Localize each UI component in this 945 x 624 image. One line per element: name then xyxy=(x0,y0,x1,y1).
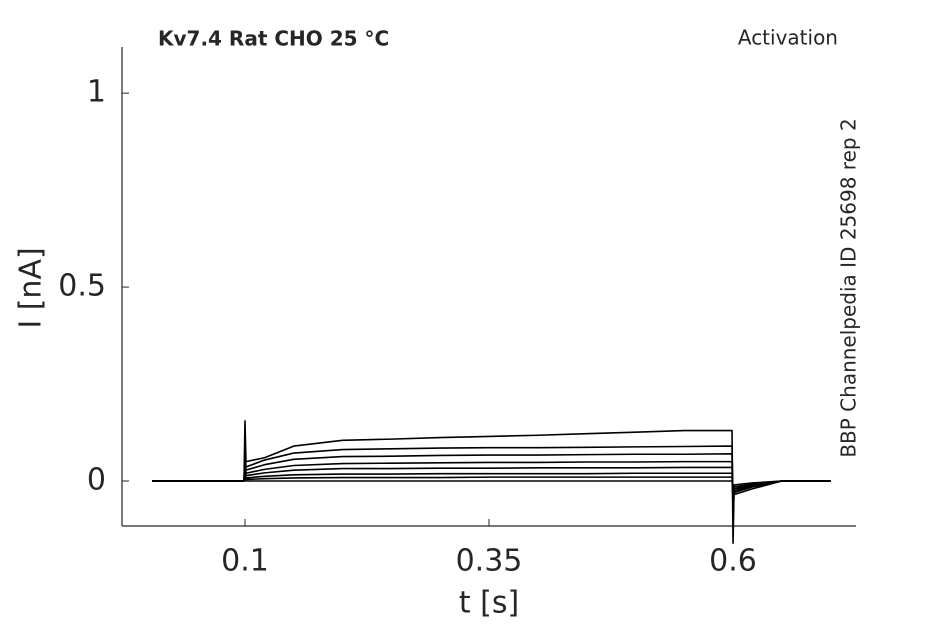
trace xyxy=(152,468,831,498)
y-axis-label: I [nA] xyxy=(14,247,49,328)
x-tick-label: 0.35 xyxy=(456,544,523,579)
x-tick-label: 0.1 xyxy=(221,544,269,579)
y-tick-label: 1 xyxy=(87,75,106,110)
chart-title: Kv7.4 Rat CHO 25 °C xyxy=(158,27,389,51)
y-tick-label: 0.5 xyxy=(58,269,106,304)
y-tick-label: 0 xyxy=(87,463,106,498)
annotation: BBP Channelpedia ID 25698 rep 2 xyxy=(837,118,861,457)
trace xyxy=(152,464,831,502)
x-axis-label: t [s] xyxy=(459,586,519,621)
chart-subtitle: Activation xyxy=(738,26,838,50)
trace xyxy=(152,420,831,544)
trace xyxy=(152,445,831,521)
x-tick-label: 0.6 xyxy=(709,544,757,579)
trace xyxy=(152,472,831,494)
